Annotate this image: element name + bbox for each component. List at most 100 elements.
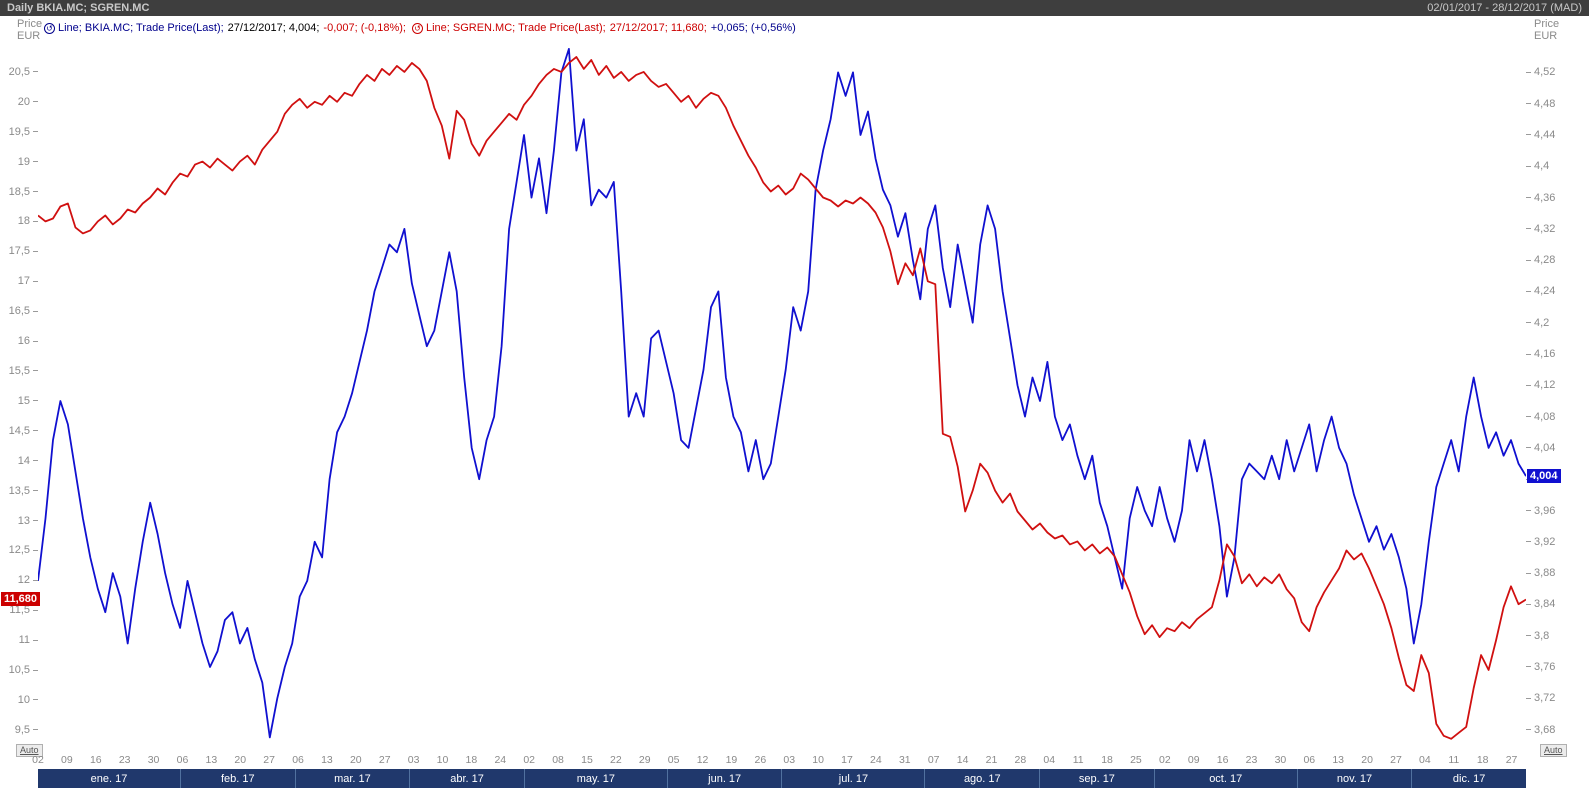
week-label: 09	[61, 754, 73, 766]
right-axis-header-eur: EUR	[1534, 30, 1558, 42]
left-axis-tick: 9,5	[15, 723, 38, 737]
right-axis-tick: 4,2	[1526, 316, 1549, 330]
left-axis-tick: 12,5	[9, 543, 38, 557]
left-axis-tick: 10	[18, 693, 38, 707]
week-label: 24	[870, 754, 882, 766]
left-axis-tick: 11	[19, 633, 38, 647]
right-axis-tick: 4,08	[1526, 410, 1555, 424]
month-label: sep. 17	[1039, 769, 1154, 788]
left-axis-tick: 16	[18, 334, 38, 348]
left-axis-tick: 20	[18, 95, 38, 109]
right-axis-tick: 4,32	[1526, 222, 1555, 236]
modify-series-icon[interactable]: ↺	[44, 22, 55, 34]
right-axis-tick: 4,52	[1526, 65, 1555, 79]
left-axis-tick: 17	[18, 274, 38, 288]
left-axis-tick: 10,5	[9, 663, 38, 677]
week-label: 06	[292, 754, 304, 766]
left-axis-tick: 13,5	[9, 484, 38, 498]
week-label: 23	[1245, 754, 1258, 766]
month-label: mar. 17	[294, 769, 410, 788]
week-label: 03	[783, 754, 796, 766]
bkia-mc-line[interactable]	[38, 48, 1526, 739]
week-label: 20	[349, 754, 362, 766]
week-label: 31	[898, 754, 911, 766]
left-axis-tick: 18,5	[9, 185, 38, 199]
right-axis-tick: 3,84	[1526, 597, 1555, 611]
legend-series-label: Line; BKIA.MC; Trade Price(Last);	[58, 22, 224, 34]
left-axis-tick: 20,5	[9, 65, 38, 79]
week-label: 30	[147, 754, 160, 766]
left-price-axis[interactable]: 20,5 20 19,5 19 18,5 18 17,5 17 16,5 16 15,5 15 14,5…	[0, 0, 38, 796]
right-axis-tick: 4,36	[1526, 191, 1555, 205]
legend: ↺ Line; BKIA.MC; Trade Price(Last); 27/1…	[44, 21, 802, 35]
week-label: 18	[1476, 754, 1489, 766]
week-label: 30	[1274, 754, 1287, 766]
month-label: abr. 17	[409, 769, 524, 788]
week-label: 13	[1332, 754, 1345, 766]
left-axis-tick: 11,5	[9, 603, 38, 617]
right-axis-tick: 4,16	[1526, 347, 1555, 361]
left-axis-header: Price EUR	[17, 18, 42, 42]
week-label: 28	[1014, 754, 1027, 766]
right-axis-tick: 3,88	[1526, 566, 1555, 580]
week-label: 11	[1448, 754, 1460, 766]
week-label: 19	[725, 754, 738, 766]
legend-series-change: +0,065; (+0,56%)	[710, 22, 796, 34]
week-label: 17	[841, 754, 853, 766]
month-label: ene. 17	[90, 772, 128, 785]
month-label: ago. 17	[924, 769, 1039, 788]
week-label: 10	[812, 754, 824, 766]
left-axis-auto-button[interactable]: Auto	[16, 744, 43, 757]
week-label: 27	[1505, 754, 1518, 766]
legend-series-value: 27/12/2017; 4,004;	[227, 22, 320, 34]
week-label: 03	[407, 754, 420, 766]
titlebar: Daily BKIA.MC; SGREN.MC 02/01/2017 - 28/…	[0, 0, 1589, 16]
week-label: 29	[638, 754, 651, 766]
legend-series-label: Line; SGREN.MC; Trade Price(Last);	[425, 22, 606, 34]
week-label: 21	[985, 754, 998, 766]
week-label: 20	[1361, 754, 1373, 766]
bkia-last-price-badge: 4,004	[1527, 469, 1561, 484]
left-axis-tick: 16,5	[9, 304, 38, 318]
week-label: 20	[234, 754, 247, 766]
left-axis-tick: 17,5	[9, 244, 38, 258]
week-label: 23	[118, 754, 131, 766]
sgren-mc-line[interactable]	[38, 56, 1526, 740]
price-chart-plot[interactable]	[38, 45, 1526, 746]
x-axis-week-labels: 02 09 16 23 30 06 13 20 27 06 13 20 27 03 10 18 24 02 08 15…	[32, 754, 1526, 767]
week-label: 27	[378, 754, 391, 766]
week-label: 27	[1390, 754, 1402, 766]
right-price-axis[interactable]: 4,52 4,48 4,44 4,4 4,36 4,32 4,28 4,24 4,2 4,16 4,…	[1526, 0, 1589, 796]
legend-series-value: 27/12/2017; 11,680;	[609, 22, 707, 34]
week-label: 22	[610, 754, 622, 766]
right-axis-tick: 3,92	[1526, 535, 1555, 549]
week-label: 13	[321, 754, 333, 766]
right-axis-tick: 3,96	[1526, 504, 1555, 518]
right-axis-tick: 4,24	[1526, 284, 1555, 298]
week-label: 10	[436, 754, 449, 766]
legend-item-sgren[interactable]: ↺ Line; SGREN.MC; Trade Price(Last); 27/…	[411, 22, 796, 34]
week-label: 16	[1216, 754, 1229, 766]
right-axis-auto-button[interactable]: Auto	[1540, 744, 1567, 757]
month-label: may. 17	[523, 769, 667, 788]
week-label: 09	[1187, 754, 1200, 766]
right-axis-header-price: Price	[1534, 18, 1560, 30]
right-axis-tick: 3,72	[1526, 691, 1555, 705]
week-label: 18	[465, 754, 478, 766]
week-label: 16	[89, 754, 102, 766]
left-axis-header-eur: EUR	[17, 30, 41, 42]
right-axis-tick: 4,44	[1526, 128, 1555, 142]
week-label: 12	[696, 754, 709, 766]
left-axis-tick: 15	[18, 394, 38, 408]
week-label: 08	[552, 754, 564, 766]
left-axis-tick: 14,5	[9, 424, 38, 438]
left-axis-tick: 19,5	[9, 125, 38, 139]
week-label: 13	[205, 754, 218, 766]
legend-item-bkia[interactable]: ↺ Line; BKIA.MC; Trade Price(Last); 27/1…	[44, 22, 406, 34]
month-label: jun. 17	[666, 769, 782, 788]
chart-title: Daily BKIA.MC; SGREN.MC	[7, 2, 150, 14]
modify-series-icon[interactable]: ↺	[411, 22, 423, 34]
week-label: 02	[523, 754, 536, 766]
left-axis-header-price: Price	[17, 18, 43, 30]
week-label: 02	[1158, 754, 1171, 766]
